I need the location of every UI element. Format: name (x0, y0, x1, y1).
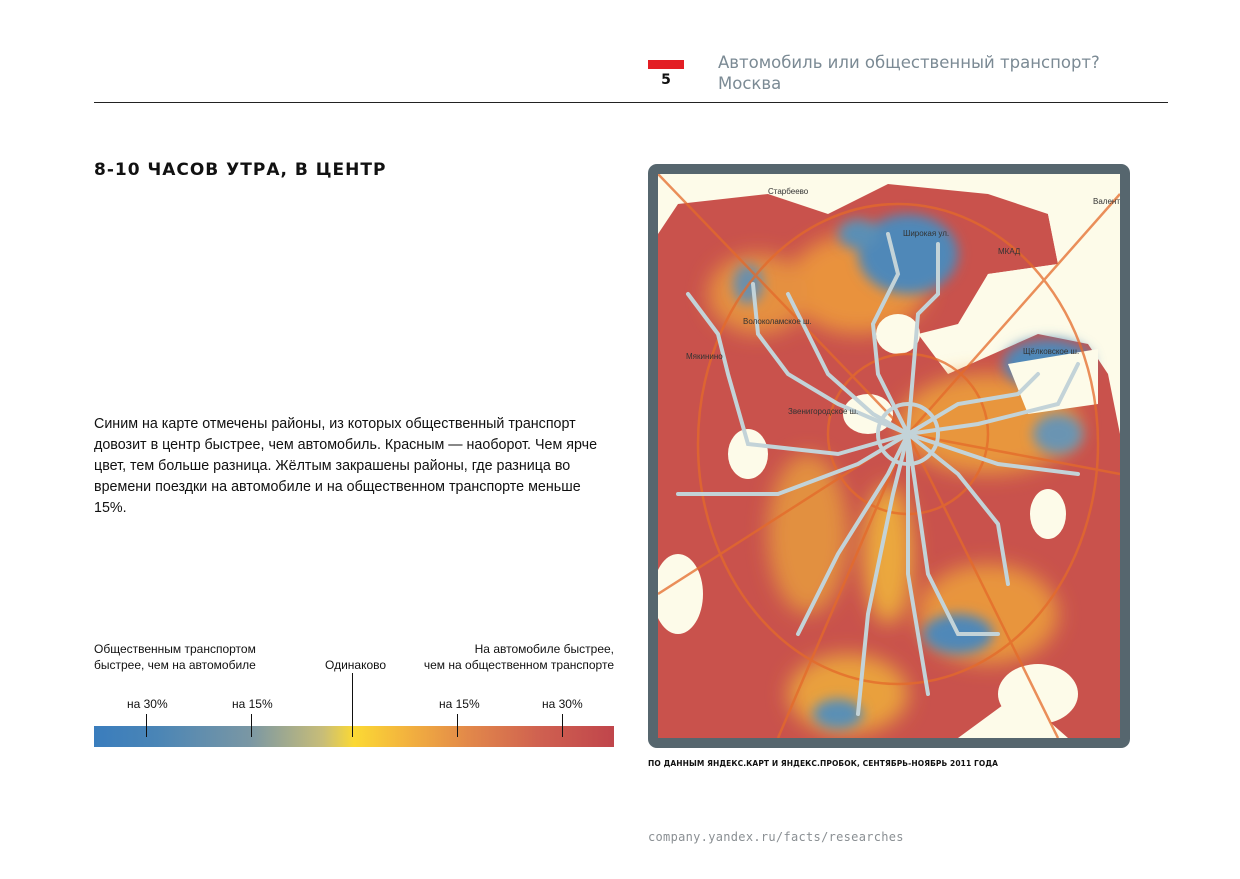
data-source-caption: ПО ДАННЫМ ЯНДЕКС.КАРТ И ЯНДЕКС.ПРОБОК, С… (648, 759, 999, 768)
map-label: Волоколамское ш. (743, 317, 812, 326)
legend-tick-label: на 15% (232, 697, 273, 711)
map-label: МКАД (998, 247, 1021, 256)
legend-tick-label: на 30% (542, 697, 583, 711)
legend-left-line1: Общественным транспортом (94, 642, 256, 656)
legend-tick (251, 714, 252, 737)
legend-tick (457, 714, 458, 737)
legend-right-line2: чем на общественном транспорте (423, 658, 614, 672)
legend-tick-label: на 30% (127, 697, 168, 711)
page-accent-bar (648, 60, 684, 69)
legend-tick (146, 714, 147, 737)
header-divider (94, 102, 1168, 103)
map-label: Мякинино (686, 352, 723, 361)
legend-right-label: На автомобиле быстрее, чем на общественн… (424, 641, 614, 673)
legend-right-line1: На автомобиле быстрее, (474, 642, 614, 656)
section-heading: 8-10 ЧАСОВ УТРА, В ЦЕНТР (94, 160, 387, 180)
document-title-line1: Автомобиль или общественный транспорт? (718, 53, 1100, 72)
legend-gradient-bar (94, 726, 614, 747)
document-title: Автомобиль или общественный транспорт? М… (718, 52, 1100, 94)
map-frame: Старбеево Валенти Широкая ул. МКАД Мякин… (648, 164, 1130, 748)
legend-left-line2: быстрее, чем на автомобиле (94, 658, 256, 672)
page-number: 5 (661, 72, 671, 88)
legend-tick (562, 714, 563, 737)
section-description: Синим на карте отмечены районы, из котор… (94, 416, 598, 516)
legend-tick-label: на 15% (439, 697, 480, 711)
map-roads (658, 174, 1120, 738)
moscow-heatmap: Старбеево Валенти Широкая ул. МКАД Мякин… (658, 174, 1120, 738)
map-label: Широкая ул. (903, 229, 949, 238)
legend-left-label: Общественным транспортом быстрее, чем на… (94, 641, 256, 673)
map-label: Старбеево (768, 187, 809, 196)
map-graphic: Старбеево Валенти Широкая ул. МКАД Мякин… (658, 174, 1120, 738)
metro-lines (676, 232, 1080, 716)
legend-middle-label: Одинаково (325, 658, 387, 672)
map-place-labels: Старбеево Валенти Широкая ул. МКАД Мякин… (686, 187, 1120, 416)
map-label: Щёлковское ш. (1023, 347, 1079, 356)
document-title-line2: Москва (718, 74, 782, 93)
legend-tick (352, 673, 353, 737)
footer-url[interactable]: company.yandex.ru/facts/researches (648, 830, 904, 844)
map-label: Валенти (1093, 197, 1120, 206)
map-label: Звенигородское ш. (788, 407, 858, 416)
